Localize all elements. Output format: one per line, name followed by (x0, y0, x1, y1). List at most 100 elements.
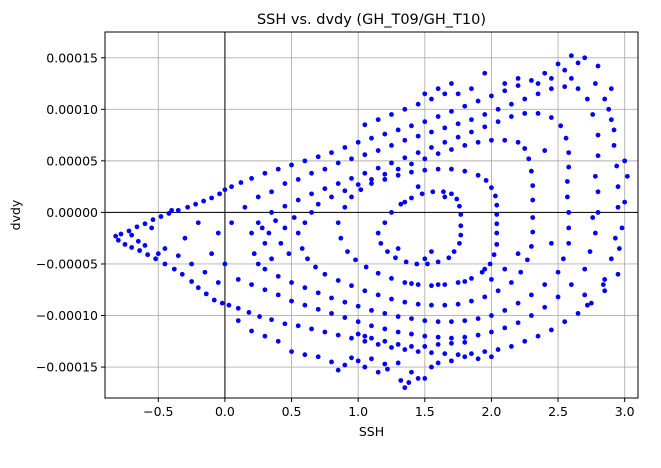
scatter-point (449, 340, 454, 346)
scatter-point (402, 155, 408, 161)
scatter-point (129, 232, 135, 238)
reference-lines (105, 32, 638, 398)
scatter-point (475, 332, 481, 338)
scatter-point (462, 143, 468, 148)
scatter-point (349, 194, 354, 200)
scatter-point (562, 67, 568, 73)
scatter-point (142, 221, 148, 227)
scatter-point (509, 101, 514, 107)
scatter-point (389, 296, 394, 302)
scatter-point (566, 225, 572, 231)
scatter-point (592, 230, 598, 236)
scatter-point (469, 276, 474, 281)
scatter-point (409, 316, 414, 322)
scatter-point (395, 246, 401, 251)
scatter-point (122, 241, 128, 247)
scatter-point (535, 111, 541, 116)
scatter-point (375, 148, 381, 153)
scatter-point (382, 361, 388, 367)
scatter-point (315, 290, 321, 296)
scatter-point (494, 241, 500, 247)
scatter-point (455, 121, 461, 127)
scatter-point (502, 266, 508, 272)
scatter-point (429, 302, 434, 308)
scatter-point (395, 341, 401, 347)
scatter-point (409, 123, 414, 129)
x-tick-label: 2.0 (481, 404, 501, 419)
scatter-point (616, 246, 622, 251)
scatter-point (402, 280, 408, 285)
scatter-point (275, 166, 281, 172)
scatter-point (602, 96, 608, 102)
scatter-point (435, 86, 441, 92)
scatter-point (349, 176, 354, 181)
scatter-point (409, 331, 414, 337)
scatter-point (435, 334, 441, 340)
scatter-point (455, 280, 461, 285)
x-tick-label: 1.0 (348, 404, 368, 419)
scatter-point (335, 181, 341, 186)
scatter-point (495, 106, 501, 112)
scatter-point (462, 354, 468, 360)
scatter-point (353, 257, 358, 263)
scatter-point (219, 300, 225, 306)
scatter-point (522, 338, 528, 344)
scatter-point (171, 266, 177, 272)
scatter-point (430, 189, 436, 195)
x-tick-label: 2.5 (548, 404, 568, 419)
scatter-point (611, 143, 617, 148)
scatter-point (355, 182, 361, 187)
scatter-point (592, 81, 598, 86)
scatter-point (262, 266, 268, 272)
scatter-point (362, 122, 368, 128)
scatter-point (522, 146, 528, 151)
scatter-point (566, 164, 572, 170)
scatter-point (560, 256, 566, 262)
scatter-point (495, 347, 501, 352)
scatter-point (215, 280, 221, 285)
scatter-point (494, 221, 500, 227)
scatter-point (342, 315, 348, 320)
y-tick-label: 0.00015 (46, 50, 98, 65)
scatter-point (406, 380, 412, 385)
scatter-point (209, 251, 215, 257)
scatter-point (363, 264, 369, 270)
scatter-point (502, 325, 508, 331)
scatter-point (235, 318, 241, 324)
scatter-point (282, 181, 288, 186)
scatter-point (462, 339, 468, 345)
scatter-point (455, 91, 461, 97)
scatter-point (389, 276, 394, 281)
scatter-point (262, 170, 268, 176)
scatter-point (611, 127, 617, 133)
scatter-point (382, 171, 388, 177)
scatter-point (595, 63, 601, 69)
scatter-point (429, 96, 434, 102)
scatter-point (302, 158, 308, 164)
scatter-point (382, 131, 388, 137)
scatter-point (235, 277, 241, 282)
scatter-point (584, 96, 590, 102)
scatter-point (458, 212, 464, 217)
scatter-point (362, 288, 368, 294)
y-tick-label: −0.00015 (36, 360, 98, 375)
scatter-point (590, 112, 596, 117)
scatter-point (502, 137, 508, 143)
scatter-point (238, 180, 244, 185)
scatter-point (458, 232, 464, 238)
scatter-point (575, 311, 581, 316)
scatter-point (602, 288, 608, 294)
scatter-point (584, 302, 590, 308)
scatter-point (286, 251, 292, 257)
scatter-point (429, 145, 434, 150)
scatter-point (462, 168, 468, 174)
y-tick-label: −0.00005 (36, 256, 98, 271)
scatter-point (169, 207, 175, 213)
scatter-point (375, 369, 381, 375)
scatter-point (409, 281, 414, 286)
scatter-point (435, 151, 441, 157)
scatter-point (378, 240, 384, 246)
scatter-point (494, 230, 500, 236)
scatter-point (369, 356, 374, 362)
